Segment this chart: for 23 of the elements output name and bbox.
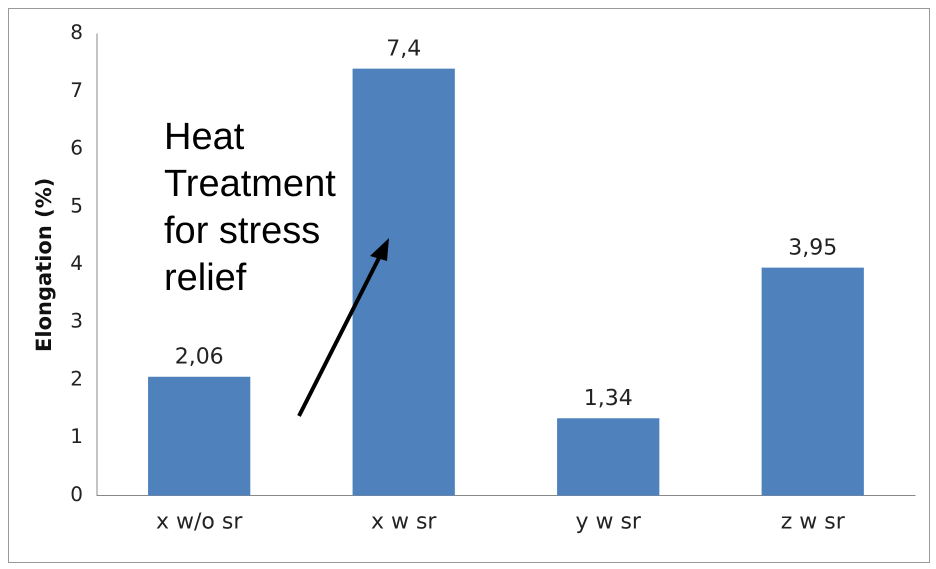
data-label: 1,34 xyxy=(584,386,633,411)
y-axis-title: Elongation (%) xyxy=(32,178,56,352)
x-tick-label: y w sr xyxy=(575,510,642,535)
annotation: Heat Treatment for stress relief xyxy=(164,115,337,301)
bar xyxy=(557,418,660,496)
y-tick-label: 5 xyxy=(70,193,83,218)
x-tick-label: x w sr xyxy=(370,510,438,535)
bar xyxy=(762,268,864,496)
data-label: 2,06 xyxy=(174,344,224,370)
y-tick-label: 1 xyxy=(70,424,83,448)
y-tick-label: 3 xyxy=(70,308,83,333)
bar xyxy=(352,68,455,496)
bar xyxy=(148,376,250,496)
x-tick-label: z w sr xyxy=(780,510,846,535)
y-tick-label: 4 xyxy=(70,251,83,276)
data-label: 3,95 xyxy=(788,235,838,260)
x-tick-label: x w/o sr xyxy=(156,510,244,535)
y-tick-label: 2 xyxy=(70,366,83,390)
y-tick-label: 8 xyxy=(70,20,83,44)
data-label: 7,4 xyxy=(386,36,422,62)
y-tick-label: 0 xyxy=(70,482,83,506)
y-tick-label: 7 xyxy=(70,78,83,102)
y-tick-label: 6 xyxy=(70,136,83,160)
